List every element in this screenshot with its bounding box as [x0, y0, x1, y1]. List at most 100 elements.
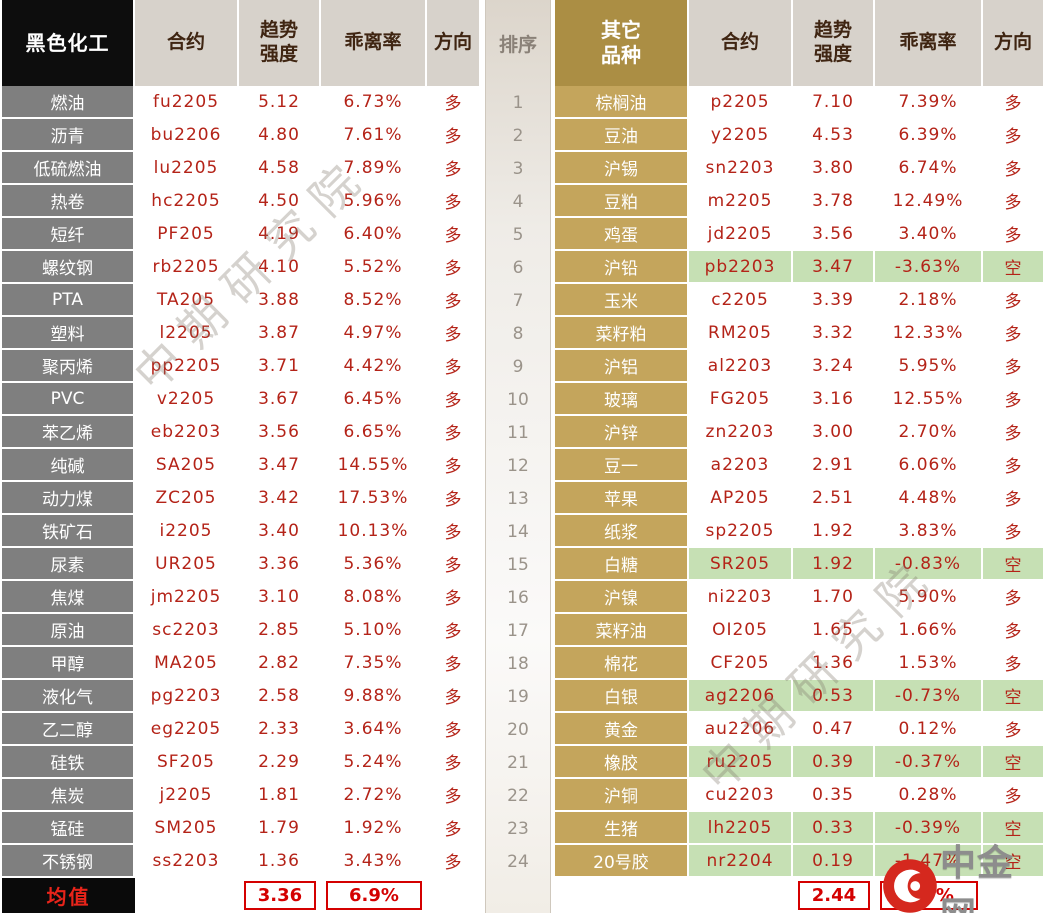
deviation-rate-value: -0.39% [875, 812, 983, 845]
black-chemical-table: 黑色化工 合约 趋势强度 乖离率 方向 燃油 fu2205 5.12 6.73%… [2, 0, 481, 913]
trend-strength-value: 2.58 [239, 680, 321, 713]
trend-strength-value: 4.53 [793, 119, 875, 152]
deviation-rate-value: 7.89% [321, 152, 427, 185]
contract-code: CF205 [689, 647, 793, 680]
deviation-rate-value: 4.48% [875, 482, 983, 515]
direction-value: 多 [983, 713, 1045, 746]
trend-strength-value: 2.33 [239, 713, 321, 746]
right-col-header-deviation: 乖离率 [875, 0, 983, 86]
rank-number: 24 [507, 851, 529, 872]
direction-value: 空 [983, 812, 1045, 845]
table-row: 沥青 bu2206 4.80 7.61% 多 [2, 119, 481, 152]
other-varieties-table: 其它品种 合约 趋势强度 乖离率 方向 棕榈油 p2205 7.10 7.39%… [555, 0, 1045, 913]
table-row: 豆油 y2205 4.53 6.39% 多 [555, 119, 1045, 152]
trend-strength-value: 4.10 [239, 251, 321, 284]
rank-number: 16 [507, 587, 529, 608]
table-row: 鸡蛋 jd2205 3.56 3.40% 多 [555, 218, 1045, 251]
direction-value: 多 [427, 383, 481, 416]
variety-name: 铁矿石 [2, 515, 135, 548]
rank-number: 22 [507, 785, 529, 806]
rank-number: 1 [512, 92, 524, 113]
trend-strength-value: 0.47 [793, 713, 875, 746]
right-table-title: 其它品种 [555, 0, 689, 86]
table-row: 燃油 fu2205 5.12 6.73% 多 [2, 86, 481, 119]
contract-code: rb2205 [135, 251, 239, 284]
left-average-strength: 3.36 [244, 881, 316, 910]
table-row: 沪锌 zn2203 3.00 2.70% 多 [555, 416, 1045, 449]
deviation-rate-value: 2.72% [321, 779, 427, 812]
deviation-rate-value: 2.70% [875, 416, 983, 449]
deviation-rate-value: -3.63% [875, 251, 983, 284]
contract-code: bu2206 [135, 119, 239, 152]
variety-name: 菜籽油 [555, 614, 689, 647]
table-row: 20号胶 nr2204 0.19 -1.47% 空 [555, 845, 1045, 878]
table-row: 聚丙烯 pp2205 3.71 4.42% 多 [2, 350, 481, 383]
direction-value: 多 [427, 119, 481, 152]
trend-strength-value: 1.65 [793, 614, 875, 647]
deviation-rate-value: 6.39% [875, 119, 983, 152]
trend-strength-value: 7.10 [793, 86, 875, 119]
deviation-rate-value: 3.83% [875, 515, 983, 548]
contract-code: eb2203 [135, 416, 239, 449]
table-row: 棕榈油 p2205 7.10 7.39% 多 [555, 86, 1045, 119]
table-row: 白糖 SR205 1.92 -0.83% 空 [555, 548, 1045, 581]
table-row: 玻璃 FG205 3.16 12.55% 多 [555, 383, 1045, 416]
rank-number: 20 [507, 719, 529, 740]
direction-value: 多 [427, 746, 481, 779]
direction-value: 多 [983, 383, 1045, 416]
contract-code: y2205 [689, 119, 793, 152]
direction-value: 多 [983, 152, 1045, 185]
table-row: 豆一 a2203 2.91 6.06% 多 [555, 449, 1045, 482]
variety-name: 液化气 [2, 680, 135, 713]
deviation-rate-value: 5.36% [321, 548, 427, 581]
left-col-header-direction: 方向 [427, 0, 481, 86]
direction-value: 多 [427, 86, 481, 119]
trend-strength-value: 4.58 [239, 152, 321, 185]
contract-code: RM205 [689, 317, 793, 350]
contract-code: a2203 [689, 449, 793, 482]
trend-strength-value: 1.92 [793, 548, 875, 581]
contract-code: ZC205 [135, 482, 239, 515]
deviation-rate-value: 3.64% [321, 713, 427, 746]
contract-code: SR205 [689, 548, 793, 581]
contract-code: m2205 [689, 185, 793, 218]
left-table-title: 黑色化工 [2, 0, 135, 86]
rank-number: 21 [507, 752, 529, 773]
table-row: 尿素 UR205 3.36 5.36% 多 [2, 548, 481, 581]
trend-strength-value: 3.88 [239, 284, 321, 317]
trend-strength-value: 3.56 [793, 218, 875, 251]
direction-value: 多 [983, 614, 1045, 647]
contract-code: OI205 [689, 614, 793, 647]
variety-name: 玉米 [555, 284, 689, 317]
trend-strength-value: 3.56 [239, 416, 321, 449]
table-row: 生猪 lh2205 0.33 -0.39% 空 [555, 812, 1045, 845]
contract-code: UR205 [135, 548, 239, 581]
direction-value: 多 [427, 284, 481, 317]
deviation-rate-value: 17.53% [321, 482, 427, 515]
variety-name: 沪铅 [555, 251, 689, 284]
variety-name: 白糖 [555, 548, 689, 581]
table-row: 甲醇 MA205 2.82 7.35% 多 [2, 647, 481, 680]
variety-name: 尿素 [2, 548, 135, 581]
variety-name: 黄金 [555, 713, 689, 746]
direction-value: 多 [427, 482, 481, 515]
trend-strength-value: 3.87 [239, 317, 321, 350]
variety-name: 苯乙烯 [2, 416, 135, 449]
rank-number: 3 [512, 158, 524, 179]
contract-code: MA205 [135, 647, 239, 680]
direction-value: 多 [983, 119, 1045, 152]
deviation-rate-value: 6.65% [321, 416, 427, 449]
variety-name: 短纤 [2, 218, 135, 251]
variety-name: 棉花 [555, 647, 689, 680]
contract-code: c2205 [689, 284, 793, 317]
trend-strength-value: 2.82 [239, 647, 321, 680]
variety-name: 原油 [2, 614, 135, 647]
variety-name: 棕榈油 [555, 86, 689, 119]
deviation-rate-value: 4.97% [321, 317, 427, 350]
variety-name: 沪铝 [555, 350, 689, 383]
table-row: 沪铜 cu2203 0.35 0.28% 多 [555, 779, 1045, 812]
contract-code: hc2205 [135, 185, 239, 218]
direction-value: 空 [983, 680, 1045, 713]
deviation-rate-value: 1.66% [875, 614, 983, 647]
rank-column: 排序 1 2 3 4 5 6 7 8 9 10 11 12 13 14 15 16 17 18 19 20 21 22 23… [485, 0, 551, 913]
